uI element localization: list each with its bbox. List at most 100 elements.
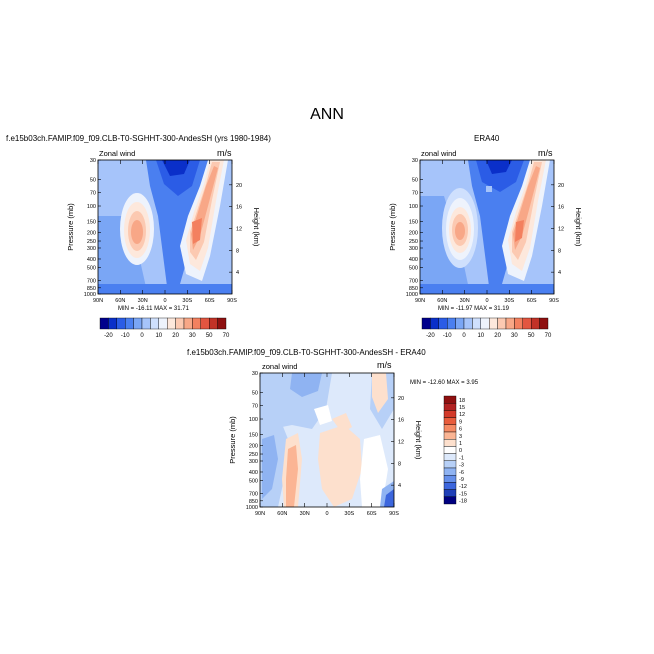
colorbar-swatch	[497, 317, 507, 330]
colorbar-swatch	[443, 482, 457, 490]
y-tick-label: 1000	[406, 292, 418, 298]
colorbar-label: 10	[155, 333, 162, 339]
y-right-tick-label: 4	[398, 483, 401, 489]
x-tick-label: 30S	[504, 298, 514, 304]
colorbar-swatch	[505, 317, 515, 330]
colorbar-label: 18	[459, 398, 465, 404]
y-tick-label: 700	[87, 278, 96, 284]
colorbar-label: -15	[459, 491, 467, 497]
colorbar-label: 70	[545, 333, 552, 339]
colorbar-label: 15	[459, 405, 465, 411]
x-tick-label: 30N	[460, 298, 470, 304]
colorbar-label: 9	[459, 419, 462, 425]
y-tick-label: 200	[409, 230, 418, 236]
y-tick-label: 50	[90, 178, 96, 184]
y-right-tick-label: 4	[558, 270, 561, 276]
colorbar-swatch	[125, 317, 134, 330]
colorbar-swatch	[443, 446, 457, 454]
y-tick-label: 30	[252, 371, 258, 377]
x-tick-label: 90S	[227, 298, 237, 304]
x-tick-label: 30N	[138, 298, 148, 304]
y-tick-label: 300	[249, 459, 258, 465]
colorbar-label: -6	[459, 470, 464, 476]
panel3-title: f.e15b03ch.FAMIP.f09_f09.CLB-T0-SGHHT-30…	[187, 348, 426, 357]
colorbar-label: -18	[459, 499, 467, 505]
x-tick-label: 60S	[367, 511, 377, 517]
colorbar-label: 30	[511, 333, 518, 339]
colorbar-label: 3	[459, 434, 462, 440]
colorbar-swatch	[208, 317, 218, 330]
x-tick-label: 60N	[277, 511, 287, 517]
panel1-plot: Pressure (mb) Height (km) 90N 60N 30N 0 30S 6…	[66, 158, 260, 304]
x-tick-label: 90N	[255, 511, 265, 517]
y-right-tick-label: 20	[236, 183, 242, 189]
y-right-tick-label: 16	[398, 418, 404, 424]
panel1-left-label: Zonal wind	[99, 149, 136, 158]
y-tick-label: 850	[409, 286, 418, 292]
panel3-field	[260, 373, 394, 507]
y-tick-label: 70	[90, 190, 96, 196]
panel1-ylabel-right: Height (km)	[252, 208, 260, 247]
y-right-tick-label: 12	[398, 439, 404, 445]
y-tick-label: 50	[412, 178, 418, 184]
colorbar-swatch	[438, 317, 448, 330]
y-tick-label: 70	[412, 190, 418, 196]
y-tick-label: 200	[249, 443, 258, 449]
colorbar-label: 6	[459, 427, 462, 433]
x-tick-label: 90S	[549, 298, 559, 304]
panel1-title: f.e15b03ch.FAMIP.f09_f09.CLB-T0-SGHHT-30…	[6, 134, 271, 143]
x-tick-label: 30S	[344, 511, 354, 517]
panel2-left-label: zonal wind	[421, 149, 457, 158]
y-right-tick-label: 8	[398, 461, 401, 467]
colorbar-swatch	[539, 317, 549, 330]
x-tick-label: 30S	[182, 298, 192, 304]
y-tick-label: 30	[90, 158, 96, 164]
colorbar-swatch	[108, 317, 117, 330]
colorbar-swatch	[472, 317, 482, 330]
panel3-minmax: MIN = -12.60 MAX = 3.95	[410, 380, 479, 386]
panel1-x-ticks: 90N 60N 30N 0 30S 60S 90S	[93, 160, 237, 304]
panel2-colorbar: -20 -10 0 10 20 30 50 70	[421, 317, 552, 339]
panel3-ylabel-right: Height (km)	[414, 421, 422, 460]
colorbar-swatch	[514, 317, 524, 330]
colorbar-swatch	[200, 317, 210, 330]
colorbar-swatch	[480, 317, 490, 330]
y-tick-label: 500	[409, 266, 418, 272]
colorbar-label: 30	[189, 333, 196, 339]
panel3-y-ticks-right: 20 16 12 8 4	[391, 396, 404, 489]
x-tick-label: 60S	[527, 298, 537, 304]
panel2-minmax: MIN = -11.97 MAX = 31.19	[438, 306, 509, 312]
colorbar-swatch	[443, 410, 457, 418]
colorbar-swatch	[158, 317, 168, 330]
colorbar-label: -3	[459, 463, 464, 469]
x-tick-label: 90S	[389, 511, 399, 517]
y-tick-label: 300	[409, 246, 418, 252]
colorbar-label: 0	[459, 448, 462, 454]
panel1-field	[98, 160, 232, 294]
colorbar-swatch	[488, 317, 498, 330]
colorbar-label: -20	[104, 333, 113, 339]
colorbar-swatch	[443, 439, 457, 447]
colorbar-label: -20	[426, 333, 435, 339]
y-tick-label: 150	[249, 433, 258, 439]
colorbar-swatch	[150, 317, 160, 330]
panel1-units: m/s	[217, 148, 232, 158]
x-tick-label: 60N	[437, 298, 447, 304]
colorbar-swatch	[455, 317, 465, 330]
panel1-minmax: MIN = -16.11 MAX = 31.71	[118, 306, 189, 312]
y-tick-label: 700	[249, 491, 258, 497]
y-tick-label: 250	[409, 239, 418, 245]
colorbar-label: 50	[528, 333, 535, 339]
y-tick-label: 200	[87, 230, 96, 236]
colorbar-label: 20	[172, 333, 179, 339]
panel1-colorbar: -20 -10 0 10 20 30 50 70	[99, 317, 230, 339]
panel3-units: m/s	[377, 360, 392, 370]
main-title: ANN	[310, 106, 344, 123]
panel2-field	[420, 160, 554, 294]
colorbar-swatch	[443, 417, 457, 426]
y-tick-label: 700	[409, 278, 418, 284]
y-tick-label: 500	[249, 479, 258, 485]
